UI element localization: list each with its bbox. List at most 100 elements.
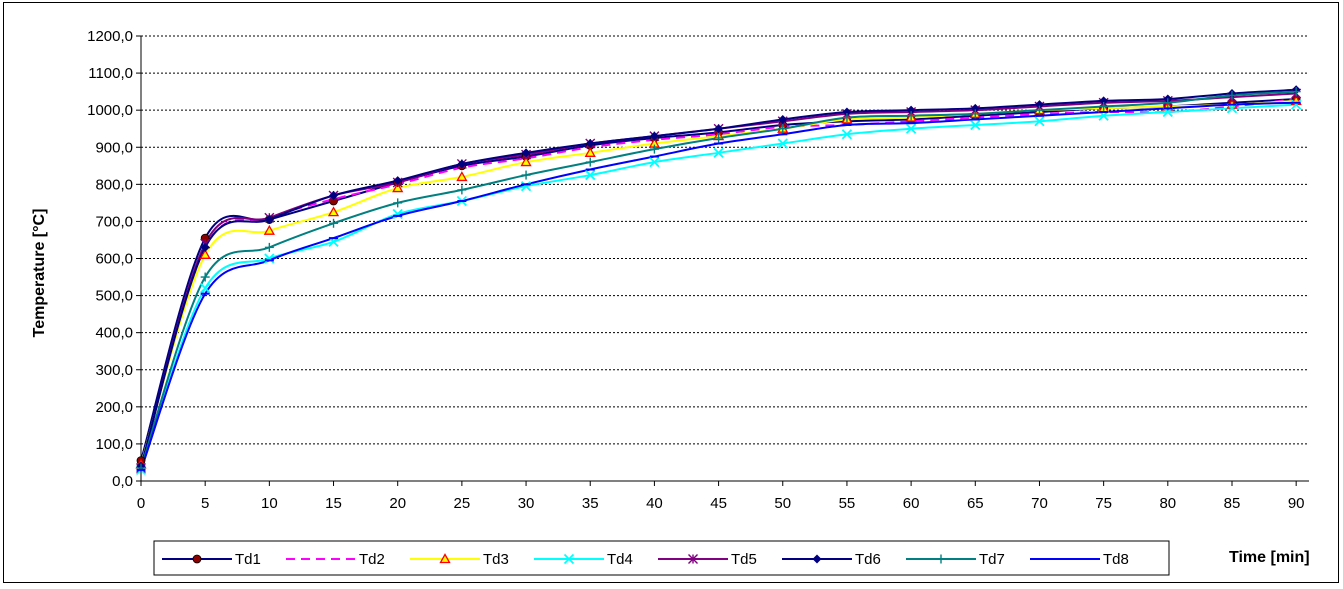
axes: [136, 35, 1309, 486]
legend-marker-td6: [812, 554, 822, 564]
legend-marker-td4-stroke: [563, 553, 575, 565]
x-tick-label: 35: [582, 495, 599, 512]
temperature-time-chart: 0,0 100,0 200,0 300,0 400,0 500,0 600,0 700,0 80…: [31, 28, 1310, 576]
x-tick-label: 70: [1031, 495, 1048, 512]
data-point-td4-stroke: [649, 156, 660, 168]
y-tick-label: 300,0: [95, 362, 133, 379]
data-point-td7: [970, 109, 980, 119]
data-point-td7: [842, 113, 852, 123]
data-point-td4: [777, 138, 788, 149]
legend-item-td2: Td2: [286, 551, 385, 568]
legend-marker-td5: [688, 554, 698, 564]
data-point-td6: [649, 131, 659, 141]
legend-item-td8: Td8: [1030, 551, 1129, 568]
legend-label-td4: Td4: [607, 551, 633, 568]
data-point-td4: [520, 181, 532, 192]
legend-label-td2: Td2: [359, 551, 385, 568]
y-tick-label: 100,0: [95, 436, 133, 453]
legend-label-td7: Td7: [979, 551, 1005, 568]
data-point-td3: [263, 224, 275, 235]
data-point-td4-stroke: [777, 138, 788, 149]
legend: Td1 Td2 Td3 Td4 Td5 Td6 Td7 Td8: [153, 540, 1170, 576]
data-point-td7: [200, 272, 210, 282]
series-line-td6: [140, 88, 1297, 467]
y-tick-label: 1200,0: [87, 28, 133, 45]
data-point-td4-stroke: [905, 123, 917, 134]
data-point-td7: [136, 463, 146, 473]
data-point-td4: [649, 156, 660, 168]
y-tick-label: 400,0: [95, 325, 133, 342]
legend-item-td5: Td5: [658, 551, 757, 568]
data-point-td7: [714, 133, 724, 143]
x-tick-label: 50: [774, 495, 791, 512]
series-line-td2: [140, 98, 1297, 467]
y-tick-label: 700,0: [95, 213, 133, 230]
legend-label-td8: Td8: [1103, 551, 1129, 568]
data-point-td7: [393, 198, 403, 208]
data-point-td4: [905, 123, 917, 134]
x-tick-labels: 0 5 10 15 20 25 30 35 40 45 50 55 60 65 70 75 80 85 90: [137, 495, 1305, 512]
x-tick-label: 45: [710, 495, 727, 512]
series-markers: [135, 85, 1302, 476]
data-point-td4: [1291, 99, 1302, 110]
legend-item-td7: Td7: [906, 551, 1005, 568]
data-point-td7: [1227, 90, 1237, 100]
x-tick-label: 90: [1288, 495, 1305, 512]
data-point-td4-stroke: [713, 147, 724, 158]
legend-item-td1: Td1: [162, 551, 261, 568]
data-point-td7: [1099, 101, 1109, 111]
x-tick-label: 15: [325, 495, 342, 512]
data-point-td3: [392, 182, 404, 193]
data-point-td6: [906, 105, 916, 115]
x-axis-title: Time [min]: [1229, 549, 1310, 566]
data-point-td7: [585, 157, 595, 167]
data-point-td3: [327, 206, 340, 217]
data-point-td4-stroke: [585, 169, 596, 181]
data-point-td3: [584, 146, 596, 157]
series-line-td4: [140, 103, 1297, 471]
y-tick-label: 0,0: [112, 473, 133, 490]
data-point-td4-stroke: [841, 129, 853, 140]
data-point-td7: [457, 185, 467, 195]
data-point-td4: [200, 283, 211, 294]
legend-item-td4: Td4: [534, 551, 633, 568]
data-point-td4-stroke: [1034, 116, 1045, 127]
y-tick-label: 900,0: [95, 139, 133, 156]
y-tick-label: 500,0: [95, 288, 133, 305]
x-tick-label: 65: [967, 495, 984, 512]
data-point-td3: [520, 156, 532, 167]
data-point-td7: [1034, 105, 1044, 115]
data-point-td4-stroke: [392, 208, 403, 220]
data-point-td6: [457, 159, 467, 169]
x-tick-label: 80: [1159, 495, 1176, 512]
data-point-td3: [456, 171, 468, 182]
legend-marker-td1: [192, 554, 202, 564]
data-point-td6: [778, 114, 788, 124]
y-tick-label: 1100,0: [88, 65, 133, 82]
data-point-td6: [1034, 100, 1044, 110]
y-tick-label: 1000,0: [87, 102, 133, 119]
data-point-td4-stroke: [520, 181, 532, 192]
x-tick-label: 40: [646, 495, 663, 512]
data-point-td6: [842, 107, 852, 117]
data-point-td7: [1163, 98, 1173, 108]
data-point-td6: [264, 215, 274, 225]
legend-label-td1: Td1: [235, 551, 261, 568]
gridlines: [141, 35, 1309, 445]
data-point-td6: [714, 124, 724, 134]
data-point-td3: [199, 248, 211, 259]
legend-marker-td4: [563, 553, 575, 565]
x-tick-label: 10: [261, 495, 278, 512]
data-point-td7: [1291, 87, 1301, 97]
data-point-td7: [906, 111, 916, 121]
data-point-td4: [1034, 116, 1045, 127]
legend-label-td5: Td5: [731, 551, 757, 568]
data-point-td4: [841, 129, 853, 140]
series-line-td8: [140, 101, 1297, 471]
series-line-td7: [140, 90, 1297, 469]
data-point-td7: [264, 242, 274, 252]
x-tick-label: 30: [518, 495, 535, 512]
y-tick-labels: 0,0 100,0 200,0 300,0 400,0 500,0 600,0 700,0 80…: [87, 28, 133, 490]
x-tick-label: 85: [1224, 495, 1241, 512]
series-line-td3: [140, 99, 1297, 465]
